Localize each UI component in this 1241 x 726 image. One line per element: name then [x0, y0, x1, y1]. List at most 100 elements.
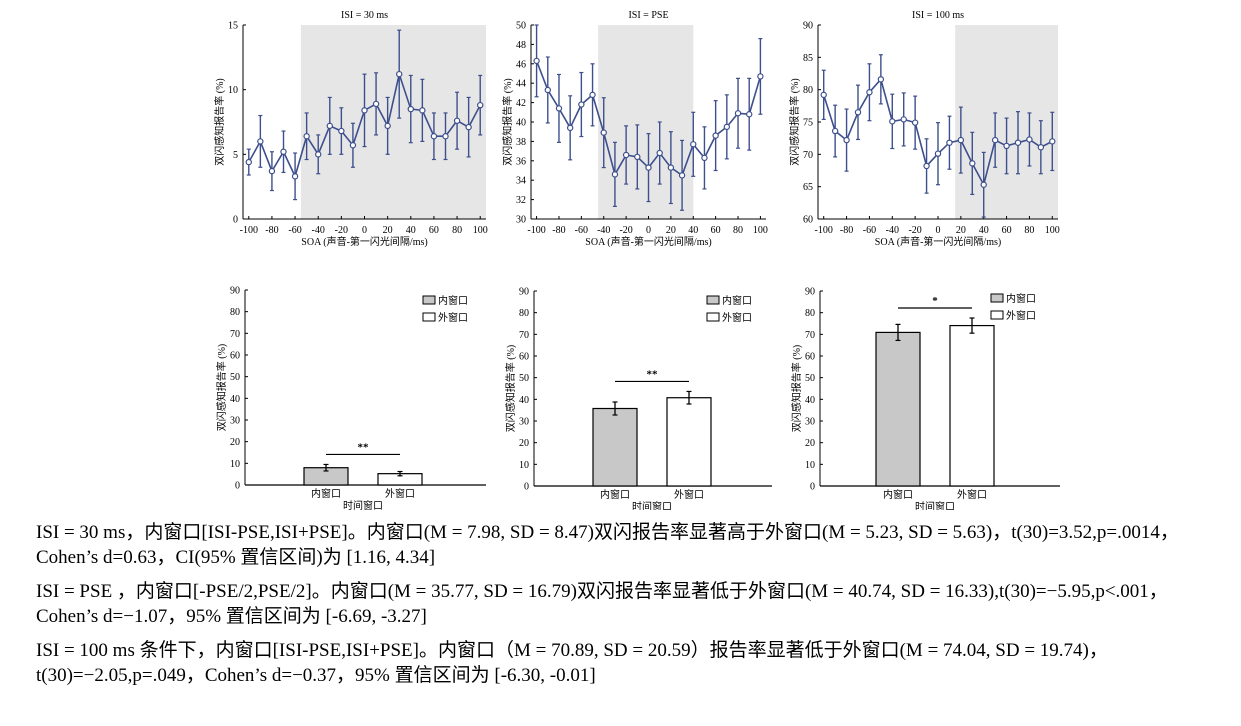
y-tick-label: 20: [805, 438, 815, 449]
data-point: [866, 89, 873, 96]
y-axis-label: 双闪感知报告率 (%): [504, 345, 517, 433]
window-shading: [598, 25, 694, 219]
category-label: 外窗口: [957, 488, 987, 501]
bar: [875, 331, 921, 487]
y-tick-label: 85: [803, 53, 813, 64]
x-tick-label: -80: [552, 225, 565, 236]
significance-label: *: [932, 295, 938, 307]
chart-panel-3: 60 65 70 75 80 85 90 -100 -80 -60 -40 -20 0 20 40 60 80 1…: [788, 10, 1060, 248]
data-point: [533, 57, 540, 65]
chart-title: ISI = 30 ms: [341, 10, 388, 21]
y-tick-label: 10: [519, 460, 529, 471]
data-point: [820, 91, 827, 99]
data-point: [600, 129, 607, 136]
data-point: [384, 122, 391, 130]
x-tick-label: 40: [979, 225, 989, 236]
category-label: 内窗口: [600, 488, 630, 501]
x-tick-label: 0: [646, 225, 651, 236]
x-axis-label: 时间窗口: [343, 499, 383, 510]
y-tick-label: 0: [524, 482, 529, 493]
x-axis-label: SOA (声音-第一闪光间隔/ms): [875, 235, 1001, 248]
legend-swatch: [422, 312, 436, 322]
y-tick-label: 34: [516, 176, 526, 187]
data-point: [566, 124, 574, 132]
y-tick-label: 10: [230, 459, 240, 470]
y-tick-label: 40: [230, 394, 240, 405]
x-tick-label: 80: [452, 225, 462, 236]
data-point: [280, 148, 287, 155]
y-tick-label: 0: [810, 482, 815, 493]
x-tick-label: 100: [473, 225, 488, 236]
x-tick-label: 0: [362, 225, 367, 236]
data-point: [396, 70, 403, 78]
data-point: [889, 118, 896, 125]
y-tick-label: 90: [803, 21, 813, 32]
data-point: [831, 127, 839, 135]
x-tick-label: 100: [1045, 225, 1060, 236]
legend-label: 外窗口: [438, 311, 468, 324]
x-tick-label: -100: [240, 225, 258, 236]
data-point: [712, 132, 719, 139]
data-point: [854, 109, 862, 116]
y-tick-label: 44: [516, 79, 526, 90]
y-tick-label: 32: [516, 195, 526, 206]
legend-swatch: [706, 295, 720, 305]
data-point: [923, 162, 930, 170]
data-point: [268, 167, 276, 175]
x-tick-label: -20: [619, 225, 632, 236]
data-point: [723, 123, 731, 131]
data-point: [911, 119, 919, 126]
legend-swatch: [990, 310, 1004, 320]
x-tick-label: -80: [840, 225, 853, 236]
y-tick-label: 90: [805, 287, 815, 298]
y-tick-label: 50: [230, 372, 240, 383]
data-point: [757, 73, 764, 80]
data-point: [946, 139, 953, 146]
y-tick-label: 42: [516, 98, 526, 109]
x-tick-label: 40: [688, 225, 698, 236]
significance-label: **: [647, 368, 659, 380]
x-tick-label: 60: [429, 225, 439, 236]
data-point: [372, 100, 380, 108]
data-point: [1003, 142, 1010, 150]
y-tick-label: 60: [519, 352, 529, 363]
chart-panel-1: 0 5 10 15 -100 -80 -60 -40 -20 0 20 40 60 80 100 ISI = …: [213, 10, 488, 248]
y-tick-label: 46: [516, 59, 526, 70]
data-point: [291, 173, 299, 180]
y-tick-label: 40: [519, 395, 529, 406]
y-axis-label: 双闪感知报告率 (%): [788, 78, 801, 166]
data-point: [349, 142, 357, 149]
category-label: 外窗口: [385, 487, 415, 500]
data-point: [555, 105, 563, 112]
x-tick-label: -40: [886, 225, 899, 236]
y-tick-label: 30: [519, 417, 529, 428]
legend-swatch: [706, 312, 720, 322]
data-point: [645, 164, 652, 171]
y-tick-label: 65: [803, 182, 813, 193]
x-axis-label: 时间窗口: [632, 500, 672, 510]
legend-label: 外窗口: [1006, 309, 1036, 322]
legend-swatch: [422, 295, 436, 305]
y-tick-label: 75: [803, 118, 813, 129]
data-point: [326, 122, 333, 130]
data-point: [315, 151, 322, 158]
y-tick-label: 36: [516, 156, 526, 167]
y-tick-label: 80: [803, 85, 813, 96]
data-point: [877, 76, 885, 83]
data-point: [578, 101, 585, 108]
x-tick-label: -20: [335, 225, 348, 236]
chart-title: ISI = PSE: [628, 10, 668, 21]
y-axis-label: 双闪感知报告率 (%): [213, 78, 226, 166]
x-tick-label: 20: [383, 225, 393, 236]
y-tick-label: 40: [516, 118, 526, 129]
data-point: [667, 164, 675, 171]
chart-title: ISI = 100 ms: [912, 10, 964, 21]
y-tick-label: 30: [516, 215, 526, 226]
bar: [949, 324, 995, 487]
y-tick-label: 10: [805, 460, 815, 471]
x-tick-label: 20: [956, 225, 966, 236]
data-point: [589, 91, 596, 99]
significance-label: **: [358, 441, 370, 453]
